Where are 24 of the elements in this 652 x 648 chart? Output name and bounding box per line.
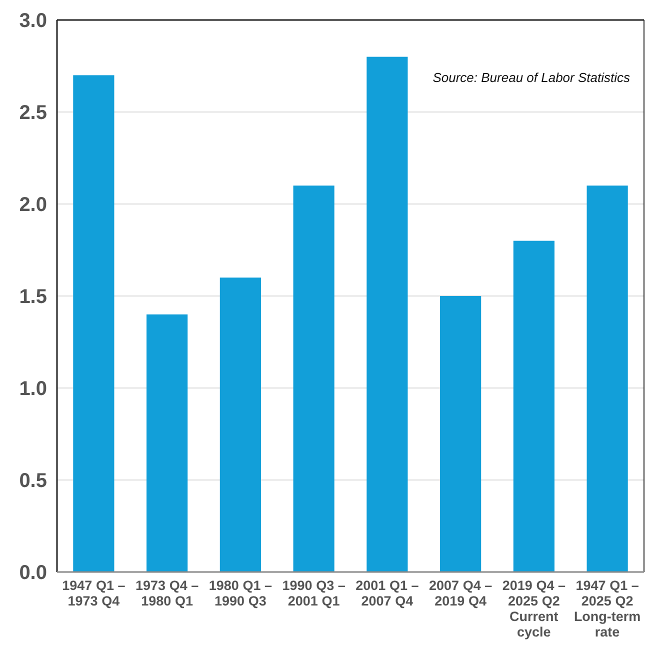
bar	[440, 296, 482, 572]
y-tick-label: 0.0	[19, 562, 47, 584]
y-tick-label: 0.5	[19, 470, 47, 492]
y-tick-label: 2.5	[19, 102, 47, 124]
bar	[586, 186, 628, 572]
x-tick-label: 2001 Q1 – 2007 Q4	[356, 578, 420, 608]
annotation: Source: Bureau of Labor Statistics	[432, 70, 630, 85]
y-tick-label: 1.5	[19, 286, 47, 308]
y-tick-label: 2.0	[19, 194, 47, 216]
y-tick-label: 3.0	[19, 10, 47, 32]
x-tick-label: 1947 Q1 – 1973 Q4	[62, 578, 126, 608]
x-tick-label: 1973 Q4 – 1980 Q1	[136, 578, 200, 608]
bar	[220, 278, 261, 572]
bar	[366, 56, 408, 572]
bar	[73, 75, 114, 572]
x-tick-label: 2019 Q4 – 2025 Q2 Current cycle	[502, 578, 566, 640]
x-tick-label: 2007 Q4 – 2019 Q4	[429, 578, 493, 608]
x-tick-label: 1947 Q1 – 2025 Q2 Long-term rate	[574, 578, 641, 640]
bar	[293, 186, 334, 572]
y-tick-label: 1.0	[19, 378, 47, 400]
bar	[146, 314, 188, 572]
x-tick-label: 1990 Q3 – 2001 Q1	[282, 578, 346, 608]
bar	[513, 240, 554, 572]
x-tick-label: 1980 Q1 – 1990 Q3	[208, 578, 272, 608]
